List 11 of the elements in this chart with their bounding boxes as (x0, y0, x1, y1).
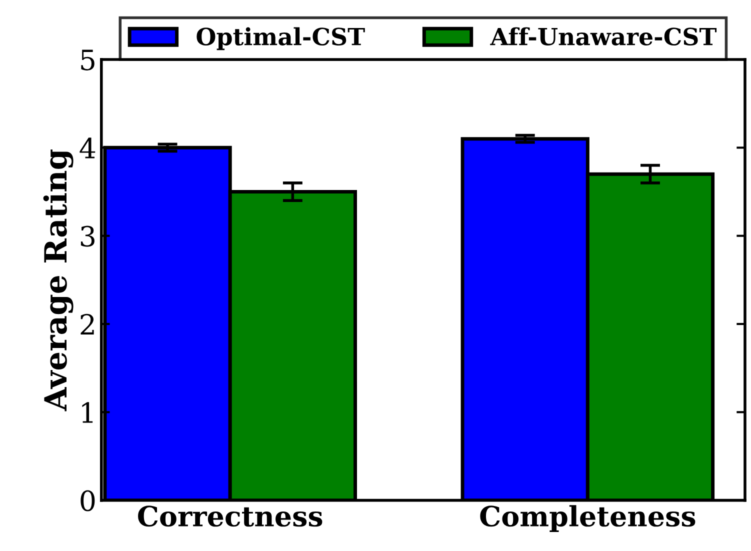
y-tick-label: 1 (82, 402, 93, 423)
legend-label: Aff-Unaware-CST (490, 27, 717, 46)
y-tick-label: 2 (80, 314, 94, 335)
y-tick-label: 0 (80, 490, 95, 512)
y-axis-title: Average Rating (43, 150, 74, 412)
legend-label: Optimal-CST (196, 27, 365, 50)
y-tick-label: 4 (80, 138, 96, 158)
x-tick-label: Completeness (480, 505, 696, 532)
y-tick-label: 3 (80, 226, 94, 247)
x-tick-label: Correctness (138, 506, 322, 527)
y-tick-label: 5 (81, 50, 94, 70)
